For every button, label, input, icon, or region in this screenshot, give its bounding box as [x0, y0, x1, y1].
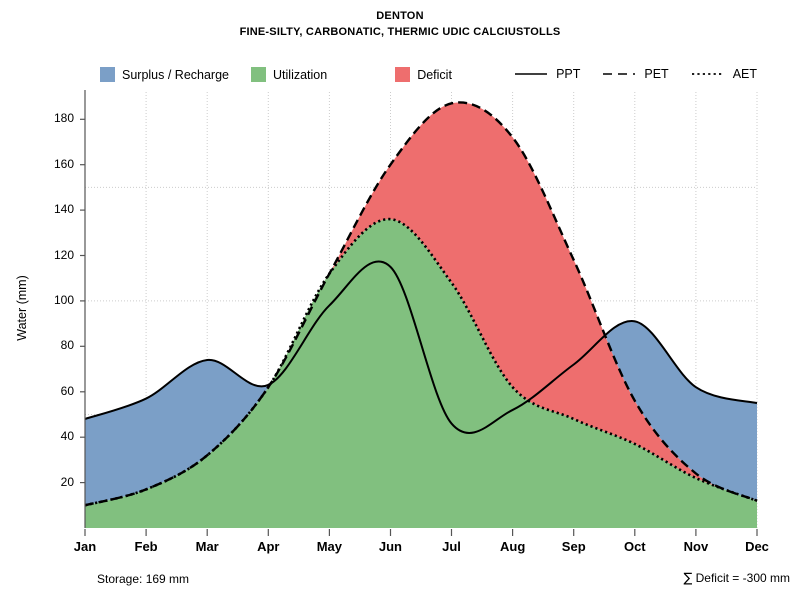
y-axis-tick: 80 — [60, 338, 74, 353]
legend-label-pet: PET — [644, 67, 669, 81]
dashed-line-icon — [602, 67, 636, 81]
page-title: DENTON — [376, 10, 424, 22]
y-axis-tick: 160 — [53, 156, 74, 171]
storage-annotation: Storage: 169 mm — [97, 572, 190, 586]
y-axis-tick: 60 — [60, 383, 74, 398]
color-swatch-icon — [395, 67, 411, 82]
legend-item-utilization[interactable]: Utilization — [251, 67, 327, 82]
deficit-annotation: ∑ Deficit = -300 mm — [684, 571, 790, 586]
sigma-icon: ∑ — [683, 571, 693, 586]
x-axis-tick-nov: Nov — [683, 539, 709, 554]
legend-label-aet: AET — [732, 67, 757, 81]
legend-band-group: Surplus / Recharge Utilization Deficit — [100, 67, 452, 82]
y-axis-tick: 20 — [60, 474, 74, 489]
x-axis-tick-jan: Jan — [73, 539, 97, 554]
legend-label-surplus: Surplus / Recharge — [122, 67, 230, 82]
y-axis-tick: 100 — [53, 292, 74, 307]
x-axis-tick-oct: Oct — [623, 539, 646, 554]
legend-label-utilization: Utilization — [273, 67, 328, 82]
aet-line — [84, 217, 758, 507]
legend-item-surplus[interactable]: Surplus / Recharge — [100, 67, 229, 82]
chart-title-block: DENTON FINE-SILTY, CARBONATIC, THERMIC U… — [0, 8, 800, 40]
y-axis-tick: 180 — [53, 111, 74, 126]
x-axis-tick-mar: Mar — [195, 539, 219, 554]
solid-line-icon — [514, 67, 548, 81]
legend-label-deficit: Deficit — [417, 67, 452, 82]
series-lines — [84, 101, 758, 507]
surplus-band — [85, 359, 269, 506]
legend-item-aet[interactable]: AET — [691, 67, 757, 81]
deficit-annotation-text: Deficit = -300 mm — [692, 571, 790, 585]
deficit-band — [331, 102, 723, 489]
y-axis-tick: 140 — [53, 202, 74, 217]
color-swatch-icon — [100, 67, 115, 82]
legend-label-ppt: PPT — [556, 67, 581, 81]
x-axis-tick-jun: Jun — [378, 539, 403, 554]
y-axis-tick: 40 — [60, 429, 74, 444]
x-axis-tick-sep: Sep — [561, 539, 586, 554]
x-axis-tick-may: May — [316, 539, 342, 554]
pet-line — [84, 101, 758, 507]
area-fills — [85, 102, 757, 528]
y-axis-tick: 120 — [53, 247, 74, 262]
utilization-band — [85, 219, 757, 528]
axes — [80, 90, 758, 536]
ppt-line — [84, 260, 758, 434]
x-axis-tick-feb: Feb — [134, 539, 158, 554]
color-swatch-icon — [251, 67, 267, 82]
legend-item-pet[interactable]: PET — [602, 67, 669, 81]
chart-subtitle: FINE-SILTY, CARBONATIC, THERMIC UDIC CAL… — [239, 26, 561, 38]
legend-item-ppt[interactable]: PPT — [514, 67, 580, 81]
x-axis-tick-apr: Apr — [257, 539, 280, 554]
legend-line-group: PPT PET AET — [514, 67, 757, 81]
surplus-band — [606, 321, 757, 501]
x-axis-tick-dec: Dec — [745, 539, 769, 554]
x-axis-tick-jul: Jul — [442, 539, 461, 554]
x-axis-tick-aug: Aug — [499, 539, 526, 554]
chart-legend: Surplus / Recharge Utilization Deficit P… — [100, 67, 760, 87]
legend-item-deficit[interactable]: Deficit — [395, 67, 452, 82]
